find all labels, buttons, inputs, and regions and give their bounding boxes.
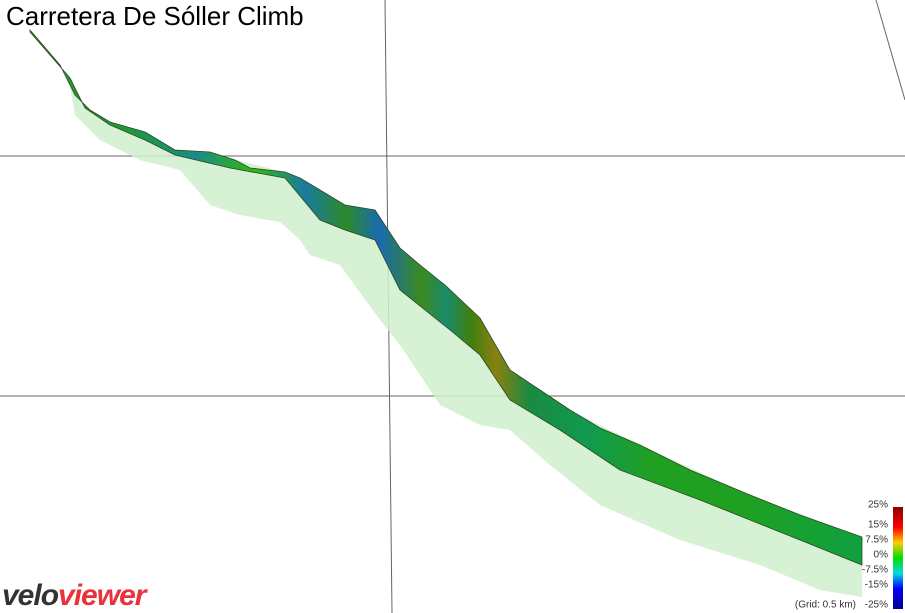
title: Carretera De Sóller Climb <box>6 1 304 31</box>
legend-label: -7.5% <box>862 565 888 576</box>
color-scale <box>893 507 903 609</box>
logo: veloviewer <box>2 579 149 612</box>
legend-label: 7.5% <box>865 535 888 546</box>
legend-label: 0% <box>874 550 889 561</box>
legend: 25% 15% 7.5% 0% -7.5% -15% -25% (Grid: 0… <box>795 500 888 611</box>
logo-part: velo <box>2 579 59 612</box>
grid-line <box>875 0 905 101</box>
legend-label: -25% <box>865 600 888 611</box>
grid-note: (Grid: 0.5 km) <box>795 600 856 611</box>
logo-part: viewer <box>58 579 149 612</box>
legend-label: 15% <box>868 520 888 531</box>
legend-label: -15% <box>865 580 888 591</box>
legend-label: 25% <box>868 500 888 511</box>
profile-wall <box>29 28 863 566</box>
